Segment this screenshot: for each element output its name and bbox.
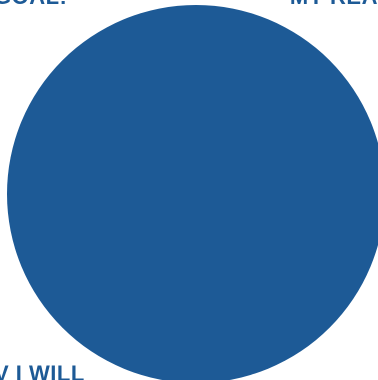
reason-label: MY REA	[290, 0, 378, 8]
goal-label: GOAL:	[0, 0, 67, 8]
blue-circle	[7, 5, 378, 380]
will-label: V I WILL	[0, 361, 85, 380]
